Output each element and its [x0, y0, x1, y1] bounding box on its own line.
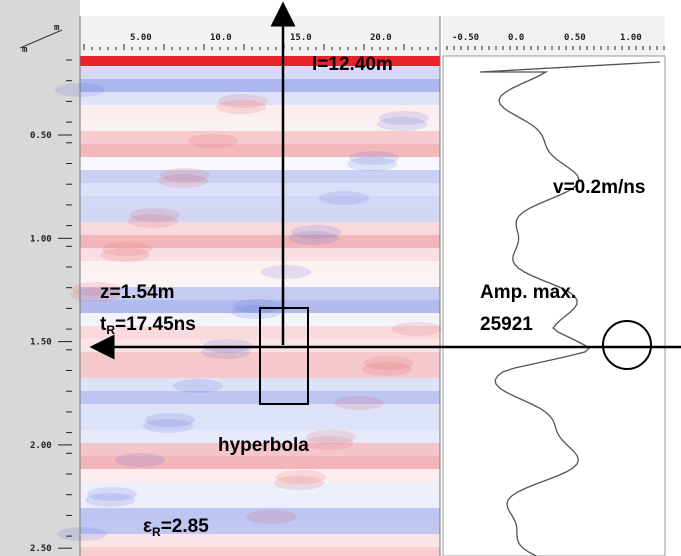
depth-label: z=1.54m	[100, 282, 174, 303]
band	[80, 170, 440, 183]
depth-tick-label: 1.00	[30, 234, 52, 244]
eps-sub: R	[152, 525, 161, 539]
blob	[392, 322, 442, 336]
eps-prefix: ε	[143, 516, 152, 537]
band	[80, 261, 440, 274]
blob	[233, 299, 283, 313]
blob	[261, 265, 311, 279]
band	[80, 469, 440, 482]
blob	[319, 191, 369, 205]
depth-tick-label: 0.50	[30, 131, 52, 141]
screenshot: m m 0.50 1.00 1.50 2.00 2.50 5.00 10.0 15.0 20.0…	[0, 0, 681, 556]
blob	[173, 379, 223, 393]
blob	[115, 453, 165, 467]
distance-tick-label: 5.00	[130, 33, 152, 43]
blob	[130, 208, 180, 222]
length-label: l=12.40m	[312, 54, 393, 75]
amp-value: 25921	[480, 314, 533, 335]
distance-tick-label: 15.0	[290, 33, 312, 43]
amplitude-tick-label: 0.0	[508, 33, 524, 43]
depth-tick-label: 1.50	[30, 338, 52, 348]
radargram	[55, 66, 442, 556]
amp-label: Amp. max.	[480, 282, 576, 303]
time-sub: R	[106, 323, 115, 337]
blob	[246, 510, 296, 524]
band	[80, 183, 440, 196]
band	[80, 131, 440, 144]
amplitude-tick-label: -0.50	[452, 33, 479, 43]
blob	[276, 470, 326, 484]
blob	[379, 111, 429, 125]
blob	[306, 430, 356, 444]
blob	[57, 527, 107, 541]
velocity-label: v=0.2m/ns	[553, 177, 645, 198]
time-label: tR=17.45ns	[100, 314, 196, 337]
eps-value: =2.85	[161, 516, 210, 537]
band	[80, 79, 440, 92]
blob	[102, 242, 152, 256]
blob	[334, 396, 384, 410]
depth-ruler	[0, 0, 80, 556]
depth-tick-label: 2.00	[30, 441, 52, 451]
blob	[364, 356, 414, 370]
blob	[188, 134, 238, 148]
distance-tick-label: 20.0	[370, 33, 392, 43]
band	[80, 547, 440, 556]
blob	[160, 168, 210, 182]
band	[80, 404, 440, 417]
time-value: =17.45ns	[115, 314, 196, 335]
blob	[291, 225, 341, 239]
blob	[218, 94, 268, 108]
band	[80, 196, 440, 209]
trace-panel	[443, 56, 665, 556]
band	[80, 534, 440, 547]
unit-label: m	[54, 23, 60, 33]
hyperbola-label: hyperbola	[218, 435, 309, 456]
distance-tick-label: 10.0	[210, 33, 232, 43]
unit-label: m	[22, 45, 28, 55]
blob	[145, 413, 195, 427]
band	[80, 417, 440, 430]
depth-tick-label: 2.50	[30, 544, 52, 554]
amplitude-tick-label: 0.50	[564, 33, 586, 43]
blob	[87, 487, 137, 501]
blob	[349, 151, 399, 165]
amplitude-tick-label: 1.00	[620, 33, 642, 43]
